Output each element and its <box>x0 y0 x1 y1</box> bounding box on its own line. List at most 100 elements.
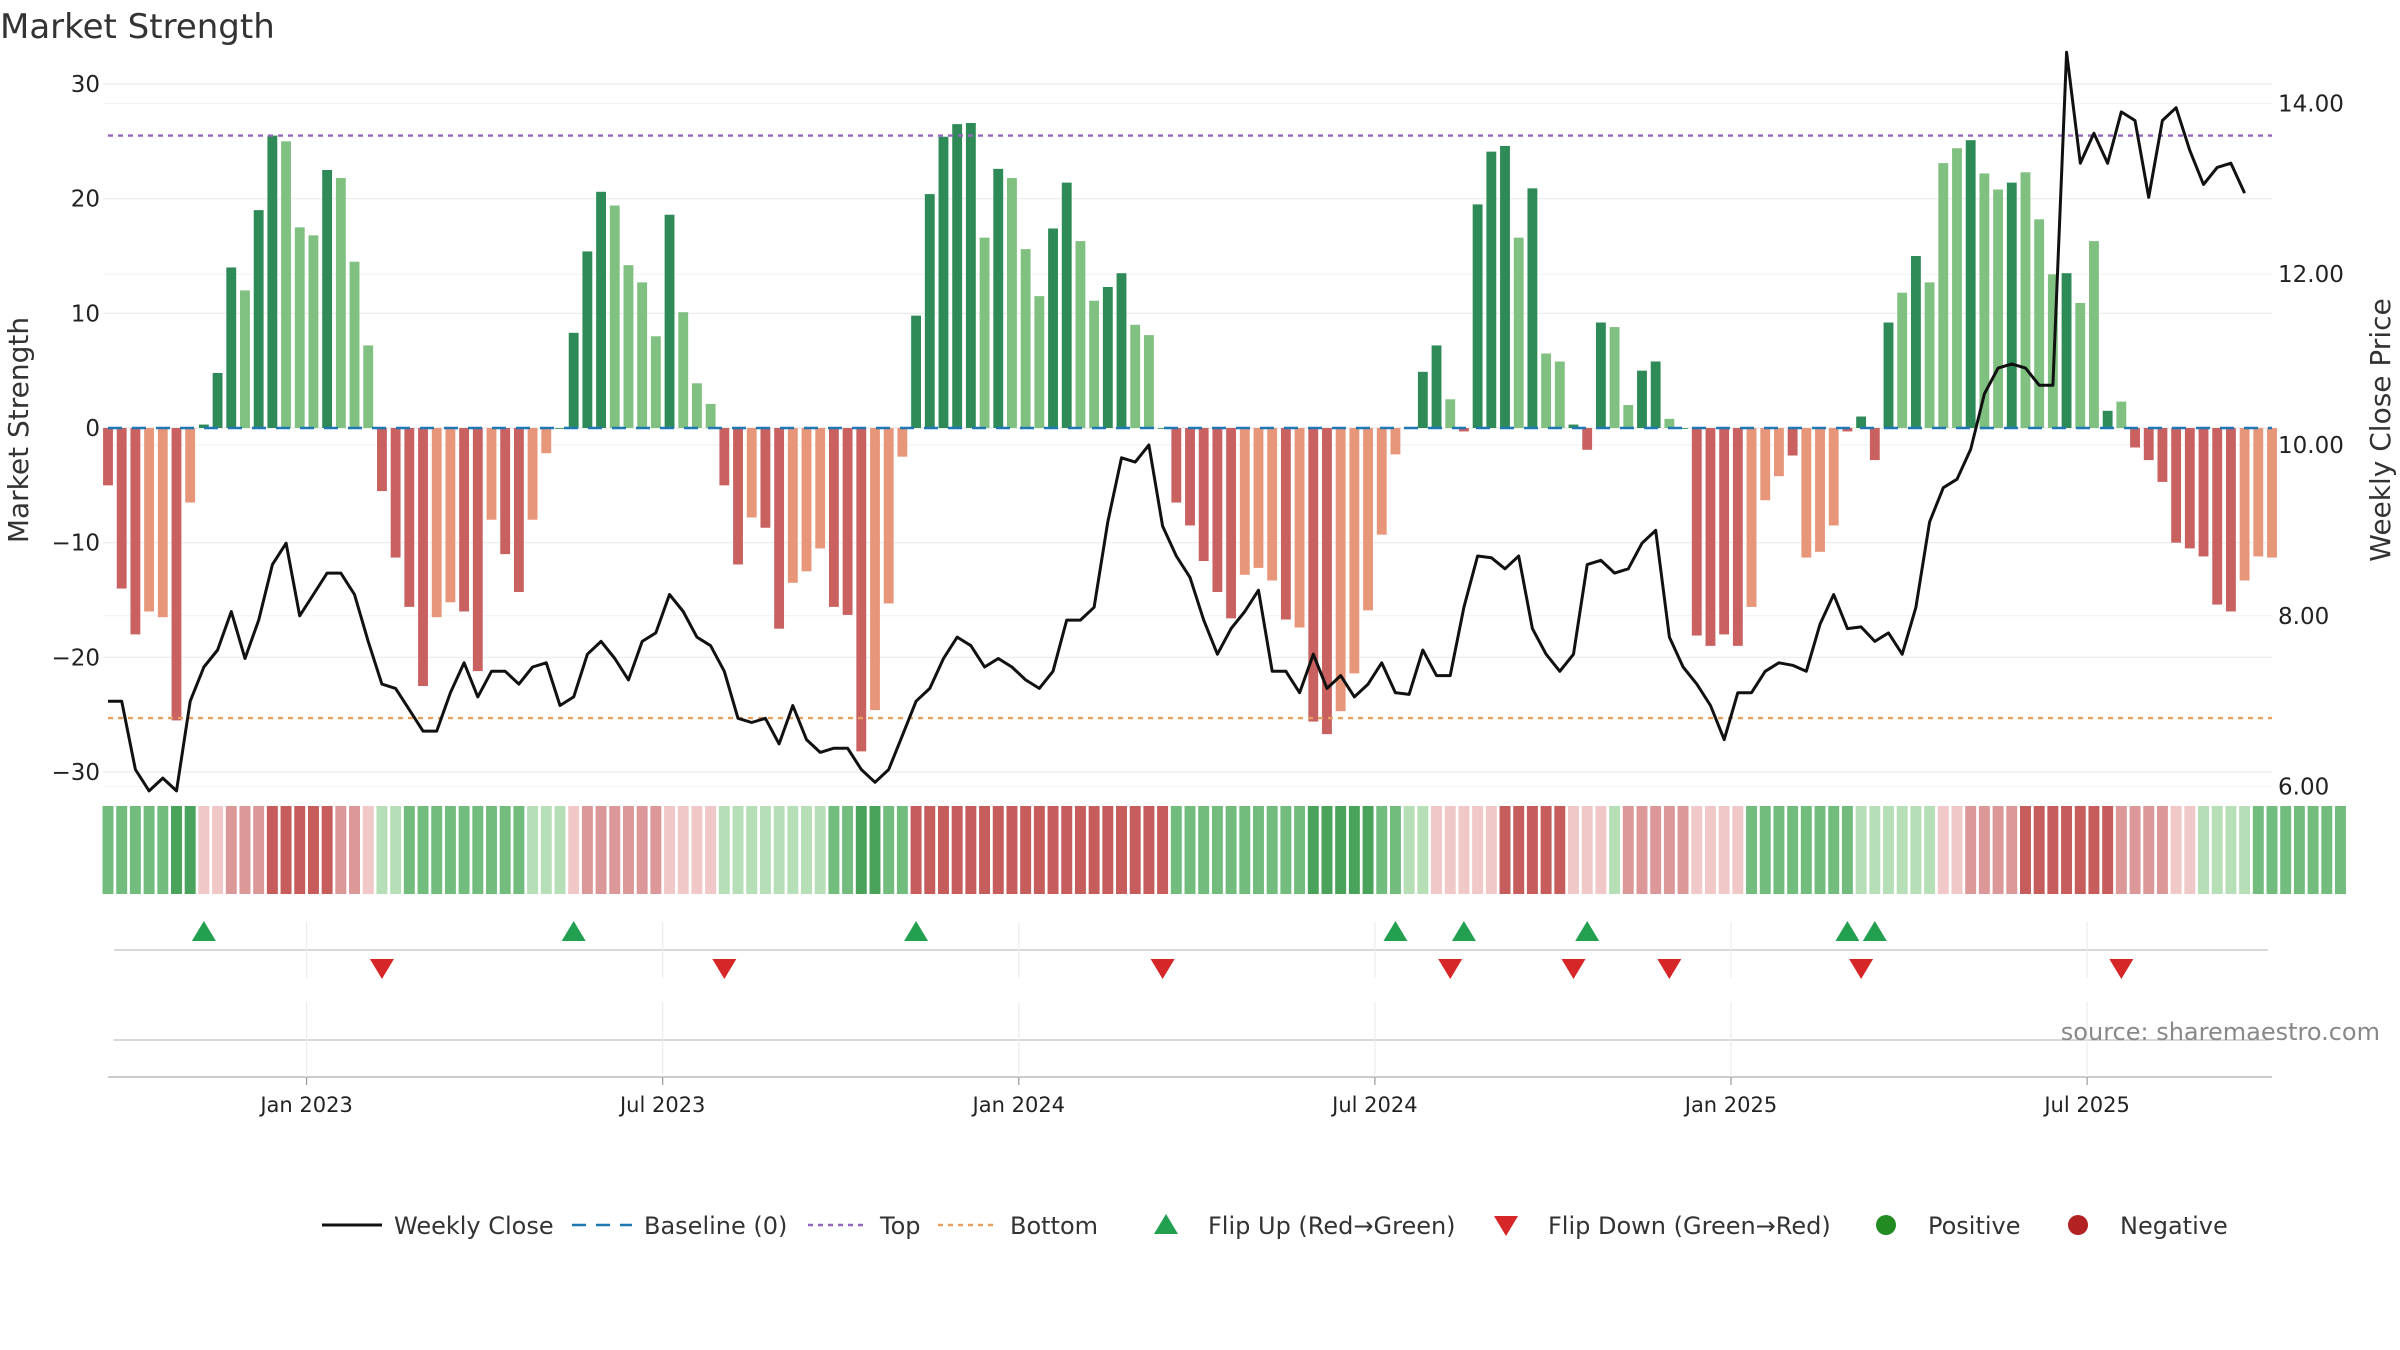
regime-cell <box>143 806 155 894</box>
regime-cell <box>746 806 758 894</box>
regime-cell <box>773 806 785 894</box>
legend-label: Baseline (0) <box>644 1212 787 1240</box>
strength-bar <box>1239 428 1250 575</box>
strength-bar <box>390 428 401 558</box>
strength-bar <box>541 428 552 454</box>
regime-cell <box>266 806 278 894</box>
regime-cell <box>2280 806 2292 894</box>
strength-bar <box>664 214 675 428</box>
flip-up-marker <box>904 921 929 941</box>
regime-cell <box>1403 806 1415 894</box>
regime-cell <box>718 806 730 894</box>
regime-cell <box>1704 806 1716 894</box>
regime-cell <box>280 806 292 894</box>
regime-cell <box>1910 806 1922 894</box>
regime-cell <box>2170 806 2182 894</box>
strength-bar <box>2143 428 2154 461</box>
strength-bar <box>1171 428 1182 503</box>
strength-bar <box>883 428 894 604</box>
strength-bar <box>1568 424 1579 428</box>
regime-cell <box>1170 806 1182 894</box>
y-tick-label: 20 <box>71 187 100 213</box>
strength-bar <box>924 194 935 428</box>
regime-cell <box>787 806 799 894</box>
strength-bar <box>1897 292 1908 428</box>
regime-cell <box>1746 806 1758 894</box>
strength-bar <box>1637 370 1647 428</box>
regime-cell <box>1663 806 1675 894</box>
regime-cell <box>1362 806 1374 894</box>
flip-up-marker <box>561 921 586 941</box>
strength-bar <box>979 237 990 428</box>
regime-cell <box>1718 806 1730 894</box>
strength-bar <box>2034 219 2045 428</box>
regime-cell <box>1225 806 1237 894</box>
strength-bar <box>2089 241 2099 428</box>
strength-bar <box>1910 256 1921 428</box>
strength-bar <box>774 428 785 629</box>
regime-cell <box>1307 806 1319 894</box>
regime-cell <box>842 806 854 894</box>
regime-cell <box>855 806 867 894</box>
strength-bar <box>1075 241 1086 428</box>
regime-cell <box>472 806 484 894</box>
regime-cell <box>403 806 415 894</box>
flip-down-marker <box>1438 959 1463 979</box>
weekly-close-line <box>108 50 2246 793</box>
strength-bar <box>1979 173 1990 428</box>
strength-bar <box>1363 428 1373 611</box>
regime-cell <box>705 806 717 894</box>
regime-cell <box>1294 806 1306 894</box>
regime-cell <box>1855 806 1867 894</box>
regime-cell <box>2198 806 2209 894</box>
regime-cell <box>157 806 169 894</box>
strength-bar <box>322 170 333 428</box>
strength-bar <box>568 332 579 428</box>
legend-label: Positive <box>1928 1212 2021 1240</box>
strength-bar <box>1212 428 1223 592</box>
strength-bar <box>198 424 209 428</box>
strength-bar <box>2075 303 2086 428</box>
strength-bar <box>1869 428 1880 461</box>
y2-tick-label: 14.00 <box>2278 91 2344 117</box>
legend-swatch-flip-up <box>1154 1214 1178 1234</box>
strength-bar <box>623 265 634 428</box>
flip-down-marker <box>1150 959 1175 979</box>
strength-bar <box>1267 428 1278 581</box>
strength-bar <box>1335 428 1346 712</box>
strength-bar <box>897 428 908 457</box>
strength-bar <box>582 251 593 428</box>
regime-cell <box>1499 806 1511 894</box>
regime-cell <box>1732 806 1744 894</box>
strength-bar <box>1883 322 1894 428</box>
legend-label: Flip Down (Green→Red) <box>1548 1212 1831 1240</box>
regime-cell <box>1074 806 1086 894</box>
regime-cell <box>2061 806 2073 894</box>
regime-cell <box>2239 806 2251 894</box>
strength-bar <box>281 141 291 429</box>
weekly-close-series <box>108 50 2246 793</box>
regime-cell <box>1458 806 1470 894</box>
strength-bar <box>240 290 250 428</box>
flip-up-marker <box>1862 921 1887 941</box>
regime-cell <box>294 806 306 894</box>
grid-layer <box>103 83 2272 788</box>
axis-labels: 30 20 10 0 −10 −20 −30 14.00 12.00 10.00 8.00 6.00 J… <box>51 72 2343 1117</box>
strength-bar <box>1308 428 1319 722</box>
regime-cell <box>1129 806 1141 894</box>
strength-bar <box>2130 428 2140 448</box>
regime-cell <box>1609 806 1621 894</box>
strength-bar <box>335 178 346 428</box>
regime-cell <box>2184 806 2196 894</box>
regime-cell <box>499 806 511 894</box>
flip-down-marker <box>1657 959 1682 979</box>
regime-cell <box>828 806 840 894</box>
strength-bar <box>2212 428 2223 605</box>
regime-cell <box>444 806 456 894</box>
y-tick-label: −30 <box>51 760 100 786</box>
strength-bar <box>418 428 428 686</box>
regime-cell <box>2074 806 2086 894</box>
strength-bar <box>1664 418 1675 428</box>
regime-cell <box>869 806 881 894</box>
